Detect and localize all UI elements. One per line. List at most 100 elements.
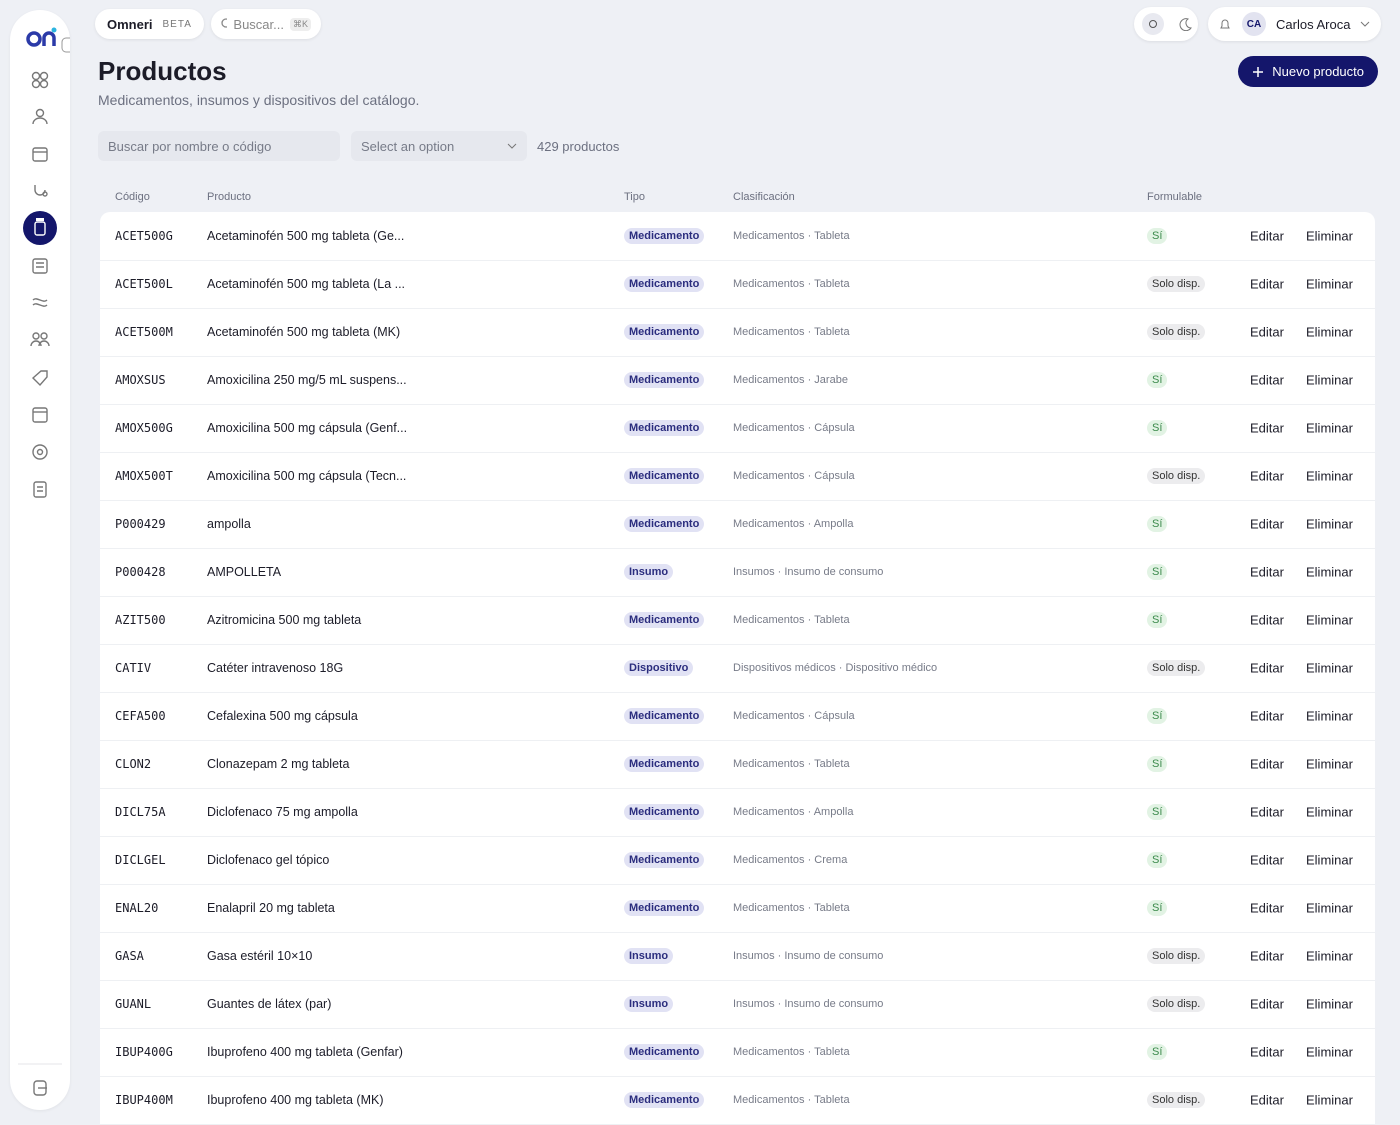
formulable-badge: Solo disp.	[1147, 324, 1206, 340]
edit-button[interactable]: Editar	[1250, 948, 1284, 964]
nav-logout[interactable]	[33, 1080, 47, 1096]
edit-button[interactable]: Editar	[1250, 1044, 1284, 1060]
delete-button[interactable]: Eliminar	[1306, 804, 1353, 820]
delete-button[interactable]: Eliminar	[1306, 1044, 1353, 1060]
delete-button[interactable]: Eliminar	[1306, 612, 1353, 628]
edit-button[interactable]: Editar	[1250, 228, 1284, 244]
delete-button[interactable]: Eliminar	[1306, 1092, 1353, 1108]
formulable-badge: Solo disp.	[1147, 276, 1206, 292]
nav-products-active[interactable]	[23, 211, 57, 245]
app-switcher[interactable]: Omneri BETA	[95, 9, 204, 39]
type-badge: Medicamento	[624, 612, 705, 628]
delete-button[interactable]: Eliminar	[1306, 468, 1353, 484]
new-product-button[interactable]: Nuevo producto	[1238, 56, 1378, 87]
table-row: AZIT500 Azitromicina 500 mg tableta Medica…	[100, 596, 1375, 645]
product-name: Ibuprofeno 400 mg tableta (MK)	[207, 1093, 384, 1107]
table-row: GUANL Guantes de látex (par) Insumo Insumos…	[100, 980, 1375, 1029]
delete-button[interactable]: Eliminar	[1306, 564, 1353, 580]
table-row: ENAL20 Enalapril 20 mg tableta Medicamento…	[100, 884, 1375, 933]
nav-calendar[interactable]	[32, 407, 48, 423]
beta-badge: BETA	[162, 18, 192, 30]
dark-mode[interactable]	[1178, 17, 1192, 31]
edit-button[interactable]: Editar	[1250, 996, 1284, 1012]
edit-button[interactable]: Editar	[1250, 324, 1284, 340]
table-row: CLON2 Clonazepam 2 mg tableta Medicamento M…	[100, 740, 1375, 789]
edit-button[interactable]: Editar	[1250, 372, 1284, 388]
delete-button[interactable]: Eliminar	[1306, 228, 1353, 244]
column-header: Código	[115, 191, 150, 203]
nav-patients[interactable]	[32, 108, 48, 125]
classification: Medicamentos · Ampolla	[733, 806, 854, 818]
nav-reports[interactable]	[33, 481, 47, 498]
nav-settings[interactable]	[32, 444, 48, 460]
product-code: IBUP400M	[115, 1093, 173, 1107]
global-search[interactable]: Buscar... ⌘K	[211, 9, 321, 39]
type-badge: Medicamento	[624, 756, 705, 772]
edit-button[interactable]: Editar	[1250, 804, 1284, 820]
edit-button[interactable]: Editar	[1250, 420, 1284, 436]
formulable-badge: Sí	[1147, 564, 1168, 580]
delete-button[interactable]: Eliminar	[1306, 852, 1353, 868]
edit-button[interactable]: Editar	[1250, 468, 1284, 484]
classification: Medicamentos · Crema	[733, 854, 848, 866]
delete-button[interactable]: Eliminar	[1306, 420, 1353, 436]
edit-button[interactable]: Editar	[1250, 516, 1284, 532]
product-search[interactable]: Buscar por nombre o código	[98, 131, 340, 161]
edit-button[interactable]: Editar	[1250, 276, 1284, 292]
nav-agenda[interactable]	[32, 258, 48, 274]
type-badge: Insumo	[624, 996, 674, 1012]
product-code: CEFA500	[115, 709, 166, 723]
table-row: P000429 ampolla Medicamento Medicamentos · …	[100, 500, 1375, 549]
delete-button[interactable]: Eliminar	[1306, 708, 1353, 724]
edit-button[interactable]: Editar	[1250, 564, 1284, 580]
nav-tags[interactable]	[31, 370, 48, 387]
product-name: Clonazepam 2 mg tableta	[207, 757, 350, 771]
product-code: ACET500G	[115, 229, 173, 243]
notifications[interactable]	[1218, 17, 1232, 31]
product-code: AMOX500T	[115, 469, 173, 483]
table-row: DICL75A Diclofenaco 75 mg ampolla Medicame…	[100, 788, 1375, 837]
edit-button[interactable]: Editar	[1250, 756, 1284, 772]
delete-button[interactable]: Eliminar	[1306, 660, 1353, 676]
select-chevron	[507, 143, 517, 149]
type-badge: Medicamento	[624, 420, 705, 436]
edit-button[interactable]: Editar	[1250, 708, 1284, 724]
delete-button[interactable]: Eliminar	[1306, 372, 1353, 388]
edit-button[interactable]: Editar	[1250, 900, 1284, 916]
delete-button[interactable]: Eliminar	[1306, 324, 1353, 340]
nav-clinical[interactable]	[34, 185, 48, 197]
type-badge: Medicamento	[624, 276, 705, 292]
classification: Insumos · Insumo de consumo	[733, 950, 884, 962]
nav-billing[interactable]	[32, 298, 48, 307]
type-badge: Insumo	[624, 948, 674, 964]
nav-dashboard[interactable]	[31, 71, 49, 89]
table-row: AMOX500T Amoxicilina 500 mg cápsula (Tecn…	[100, 452, 1375, 501]
collapse-toggle[interactable]	[61, 37, 77, 53]
formulable-badge: Solo disp.	[1147, 996, 1206, 1012]
delete-button[interactable]: Eliminar	[1306, 756, 1353, 772]
type-select[interactable]: Select an option	[351, 131, 527, 161]
table-row: AMOXSUS Amoxicilina 250 mg/5 mL suspens..…	[100, 356, 1375, 405]
edit-button[interactable]: Editar	[1250, 612, 1284, 628]
user-menu[interactable]: CA Carlos Aroca	[1208, 7, 1381, 41]
delete-button[interactable]: Eliminar	[1306, 276, 1353, 292]
classification: Insumos · Insumo de consumo	[733, 998, 884, 1010]
delete-button[interactable]: Eliminar	[1306, 516, 1353, 532]
edit-button[interactable]: Editar	[1250, 660, 1284, 676]
product-code: ACET500M	[115, 325, 173, 339]
light-mode[interactable]	[1141, 12, 1165, 36]
type-badge: Medicamento	[624, 1092, 705, 1108]
type-badge: Medicamento	[624, 228, 705, 244]
classification: Medicamentos · Tableta	[733, 278, 850, 290]
nav-appointments[interactable]	[32, 147, 48, 162]
type-badge: Medicamento	[624, 516, 705, 532]
delete-button[interactable]: Eliminar	[1306, 900, 1353, 916]
theme-toggle[interactable]	[1134, 7, 1198, 41]
plus-icon	[1253, 66, 1264, 77]
edit-button[interactable]: Editar	[1250, 852, 1284, 868]
delete-button[interactable]: Eliminar	[1306, 996, 1353, 1012]
nav-team[interactable]	[30, 332, 50, 347]
edit-button[interactable]: Editar	[1250, 1092, 1284, 1108]
delete-button[interactable]: Eliminar	[1306, 948, 1353, 964]
